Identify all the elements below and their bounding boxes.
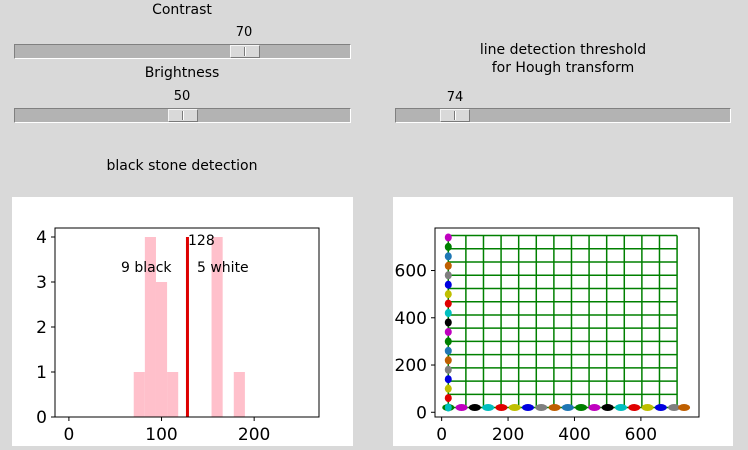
- grid-point: [678, 404, 691, 412]
- grid-point: [444, 356, 452, 365]
- grid-point: [444, 261, 452, 270]
- y-tick-label: 3: [36, 273, 47, 293]
- grid-point: [444, 280, 452, 289]
- x-tick-label: 400: [558, 425, 590, 445]
- brightness-slider[interactable]: [14, 108, 351, 123]
- y-tick-label: 4: [36, 228, 47, 248]
- brightness-value: 50: [173, 89, 191, 104]
- grid-point: [601, 404, 614, 412]
- grid-point: [468, 404, 481, 412]
- grid-point: [588, 404, 601, 412]
- grid-point: [535, 404, 548, 412]
- histogram-chart: 128 9 black 5 white 0 100 200 0 1 2 3 4: [36, 227, 320, 445]
- grid-point: [444, 233, 452, 242]
- white-count-annotation: 5 white: [197, 260, 249, 276]
- histogram-bars: [133, 237, 245, 417]
- y-tick-label: 1: [36, 363, 47, 383]
- threshold-annotation: 128: [188, 233, 215, 249]
- y-tick-label: 200: [395, 356, 427, 376]
- contrast-slider-handle[interactable]: [230, 45, 260, 58]
- grid-point: [444, 384, 452, 393]
- x-tick-label: 0: [436, 425, 447, 445]
- histogram-bar: [133, 372, 145, 417]
- y-tick-label: 0: [36, 408, 47, 428]
- grid-point: [641, 404, 654, 412]
- contrast-slider[interactable]: [14, 44, 351, 59]
- contrast-value: 70: [235, 25, 253, 40]
- grid-point: [668, 404, 681, 412]
- x-tick-label: 200: [238, 425, 270, 445]
- histogram-bar: [155, 282, 168, 417]
- grid-plot-panel: 0 200 400 600 0 200 400 600: [393, 197, 733, 446]
- contrast-label: Contrast: [152, 2, 212, 18]
- grid-point: [444, 365, 452, 374]
- grid-point: [455, 404, 468, 412]
- grid-y-ticks: 0 200 400 600: [395, 262, 435, 423]
- histogram-bar: [233, 372, 245, 417]
- y-tick-label: 2: [36, 318, 47, 338]
- grid-point: [444, 242, 452, 251]
- brightness-label: Brightness: [144, 65, 220, 81]
- grid-point: [482, 404, 495, 412]
- grid-point: [444, 271, 452, 280]
- x-tick-label: 100: [145, 425, 177, 445]
- x-tick-label: 600: [625, 425, 657, 445]
- hough-threshold-value: 74: [446, 90, 464, 105]
- histogram-bar: [167, 372, 179, 417]
- histogram-x-ticks: 0 100 200: [63, 417, 270, 445]
- grid-point: [444, 290, 452, 299]
- histogram-axes-frame: [54, 227, 320, 418]
- hough-threshold-label-line2: for Hough transform: [491, 60, 635, 76]
- grid-point: [575, 404, 588, 412]
- histogram-panel: 128 9 black 5 white 0 100 200 0 1 2 3 4: [12, 197, 353, 446]
- grid-point: [628, 404, 641, 412]
- x-tick-label: 0: [63, 425, 74, 445]
- hough-threshold-label-line1: line detection threshold: [479, 42, 647, 58]
- grid-point: [548, 404, 561, 412]
- grid-point: [654, 404, 667, 412]
- grid-point: [444, 318, 452, 327]
- grid-point: [561, 404, 574, 412]
- grid-point: [444, 394, 452, 403]
- grid-point: [444, 403, 452, 412]
- grid-point: [444, 299, 452, 308]
- grid-point: [521, 404, 534, 412]
- grid-lines: [447, 234, 678, 409]
- grid-chart: 0 200 400 600 0 200 400 600: [395, 227, 700, 445]
- hough-threshold-slider-handle[interactable]: [440, 109, 470, 122]
- x-tick-label: 200: [492, 425, 524, 445]
- grid-point: [495, 404, 508, 412]
- y-tick-label: 600: [395, 262, 427, 282]
- black-count-annotation: 9 black: [121, 260, 172, 276]
- grid-point: [444, 337, 452, 346]
- histogram-bar: [144, 237, 156, 417]
- grid-point: [614, 404, 627, 412]
- grid-point: [444, 327, 452, 336]
- grid-point: [444, 346, 452, 355]
- y-tick-label: 400: [395, 309, 427, 329]
- grid-axes-frame: [434, 227, 700, 418]
- histogram-y-ticks: 0 1 2 3 4: [36, 228, 55, 428]
- grid-point: [444, 309, 452, 318]
- grid-point: [444, 375, 452, 384]
- grid-point: [508, 404, 521, 412]
- grid-points: [442, 233, 691, 412]
- grid-point: [444, 252, 452, 261]
- black-stone-detection-label: black stone detection: [106, 158, 258, 174]
- y-tick-label: 0: [416, 403, 427, 423]
- brightness-slider-handle[interactable]: [168, 109, 198, 122]
- grid-x-ticks: 0 200 400 600: [436, 417, 657, 445]
- histogram-bar: [211, 237, 223, 417]
- hough-threshold-slider[interactable]: [395, 108, 731, 123]
